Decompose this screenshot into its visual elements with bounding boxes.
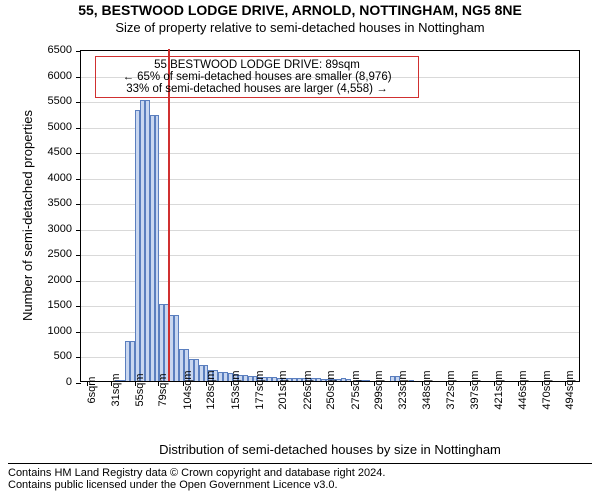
y-tick: 0 bbox=[32, 376, 72, 388]
gridline-h bbox=[81, 102, 579, 103]
chart-title-address: 55, BESTWOOD LODGE DRIVE, ARNOLD, NOTTIN… bbox=[0, 2, 600, 18]
footer-line-1: Contains HM Land Registry data © Crown c… bbox=[8, 467, 592, 479]
x-tick: 446sqm bbox=[517, 370, 529, 409]
x-tick: 421sqm bbox=[493, 370, 505, 409]
property-marker-line bbox=[168, 49, 170, 381]
x-tick: 31sqm bbox=[110, 373, 122, 406]
annotation-line-2: ← 65% of semi-detached houses are smalle… bbox=[102, 71, 412, 83]
footer: Contains HM Land Registry data © Crown c… bbox=[8, 463, 592, 491]
annotation-box: 55 BESTWOOD LODGE DRIVE: 89sqm ← 65% of … bbox=[95, 56, 419, 98]
plot-area bbox=[80, 50, 580, 382]
x-tick: 397sqm bbox=[469, 370, 481, 409]
chart-subtitle: Size of property relative to semi-detach… bbox=[0, 20, 600, 35]
x-tick: 201sqm bbox=[277, 370, 289, 409]
y-tick: 4000 bbox=[32, 172, 72, 184]
x-tick: 470sqm bbox=[541, 370, 553, 409]
x-tick-labels: 6sqm31sqm55sqm79sqm104sqm128sqm153sqm177… bbox=[80, 382, 580, 442]
y-tick: 6500 bbox=[32, 44, 72, 56]
y-tick: 5500 bbox=[32, 95, 72, 107]
annotation-line-3: 33% of semi-detached houses are larger (… bbox=[102, 83, 412, 95]
y-tick: 2500 bbox=[32, 248, 72, 260]
x-tick: 55sqm bbox=[134, 373, 146, 406]
x-tick: 250sqm bbox=[325, 370, 337, 409]
y-tick: 1000 bbox=[32, 325, 72, 337]
annotation-line-1: 55 BESTWOOD LODGE DRIVE: 89sqm bbox=[102, 59, 412, 71]
histogram-bar bbox=[409, 380, 414, 381]
x-tick: 275sqm bbox=[350, 370, 362, 409]
x-tick: 79sqm bbox=[157, 373, 169, 406]
x-tick: 299sqm bbox=[373, 370, 385, 409]
y-tick: 2000 bbox=[32, 274, 72, 286]
x-tick: 177sqm bbox=[254, 370, 266, 409]
x-tick: 494sqm bbox=[564, 370, 576, 409]
x-tick: 153sqm bbox=[230, 370, 242, 409]
y-tick: 5000 bbox=[32, 121, 72, 133]
y-axis-label: Number of semi-detached properties bbox=[20, 110, 35, 321]
footer-line-2: Contains public licensed under the Open … bbox=[8, 479, 592, 491]
x-tick: 128sqm bbox=[205, 370, 217, 409]
y-tick: 4500 bbox=[32, 146, 72, 158]
y-tick: 500 bbox=[32, 350, 72, 362]
y-tick: 3000 bbox=[32, 223, 72, 235]
x-tick: 348sqm bbox=[421, 370, 433, 409]
x-axis-label: Distribution of semi-detached houses by … bbox=[80, 442, 580, 457]
y-tick: 6000 bbox=[32, 70, 72, 82]
x-tick: 226sqm bbox=[302, 370, 314, 409]
x-tick: 104sqm bbox=[182, 370, 194, 409]
x-tick: 372sqm bbox=[445, 370, 457, 409]
x-tick: 6sqm bbox=[86, 377, 98, 404]
y-tick: 1500 bbox=[32, 299, 72, 311]
x-tick: 323sqm bbox=[397, 370, 409, 409]
histogram-bar bbox=[365, 380, 370, 381]
y-tick: 3500 bbox=[32, 197, 72, 209]
y-tick-labels: 0500100015002000250030003500400045005000… bbox=[0, 50, 80, 382]
